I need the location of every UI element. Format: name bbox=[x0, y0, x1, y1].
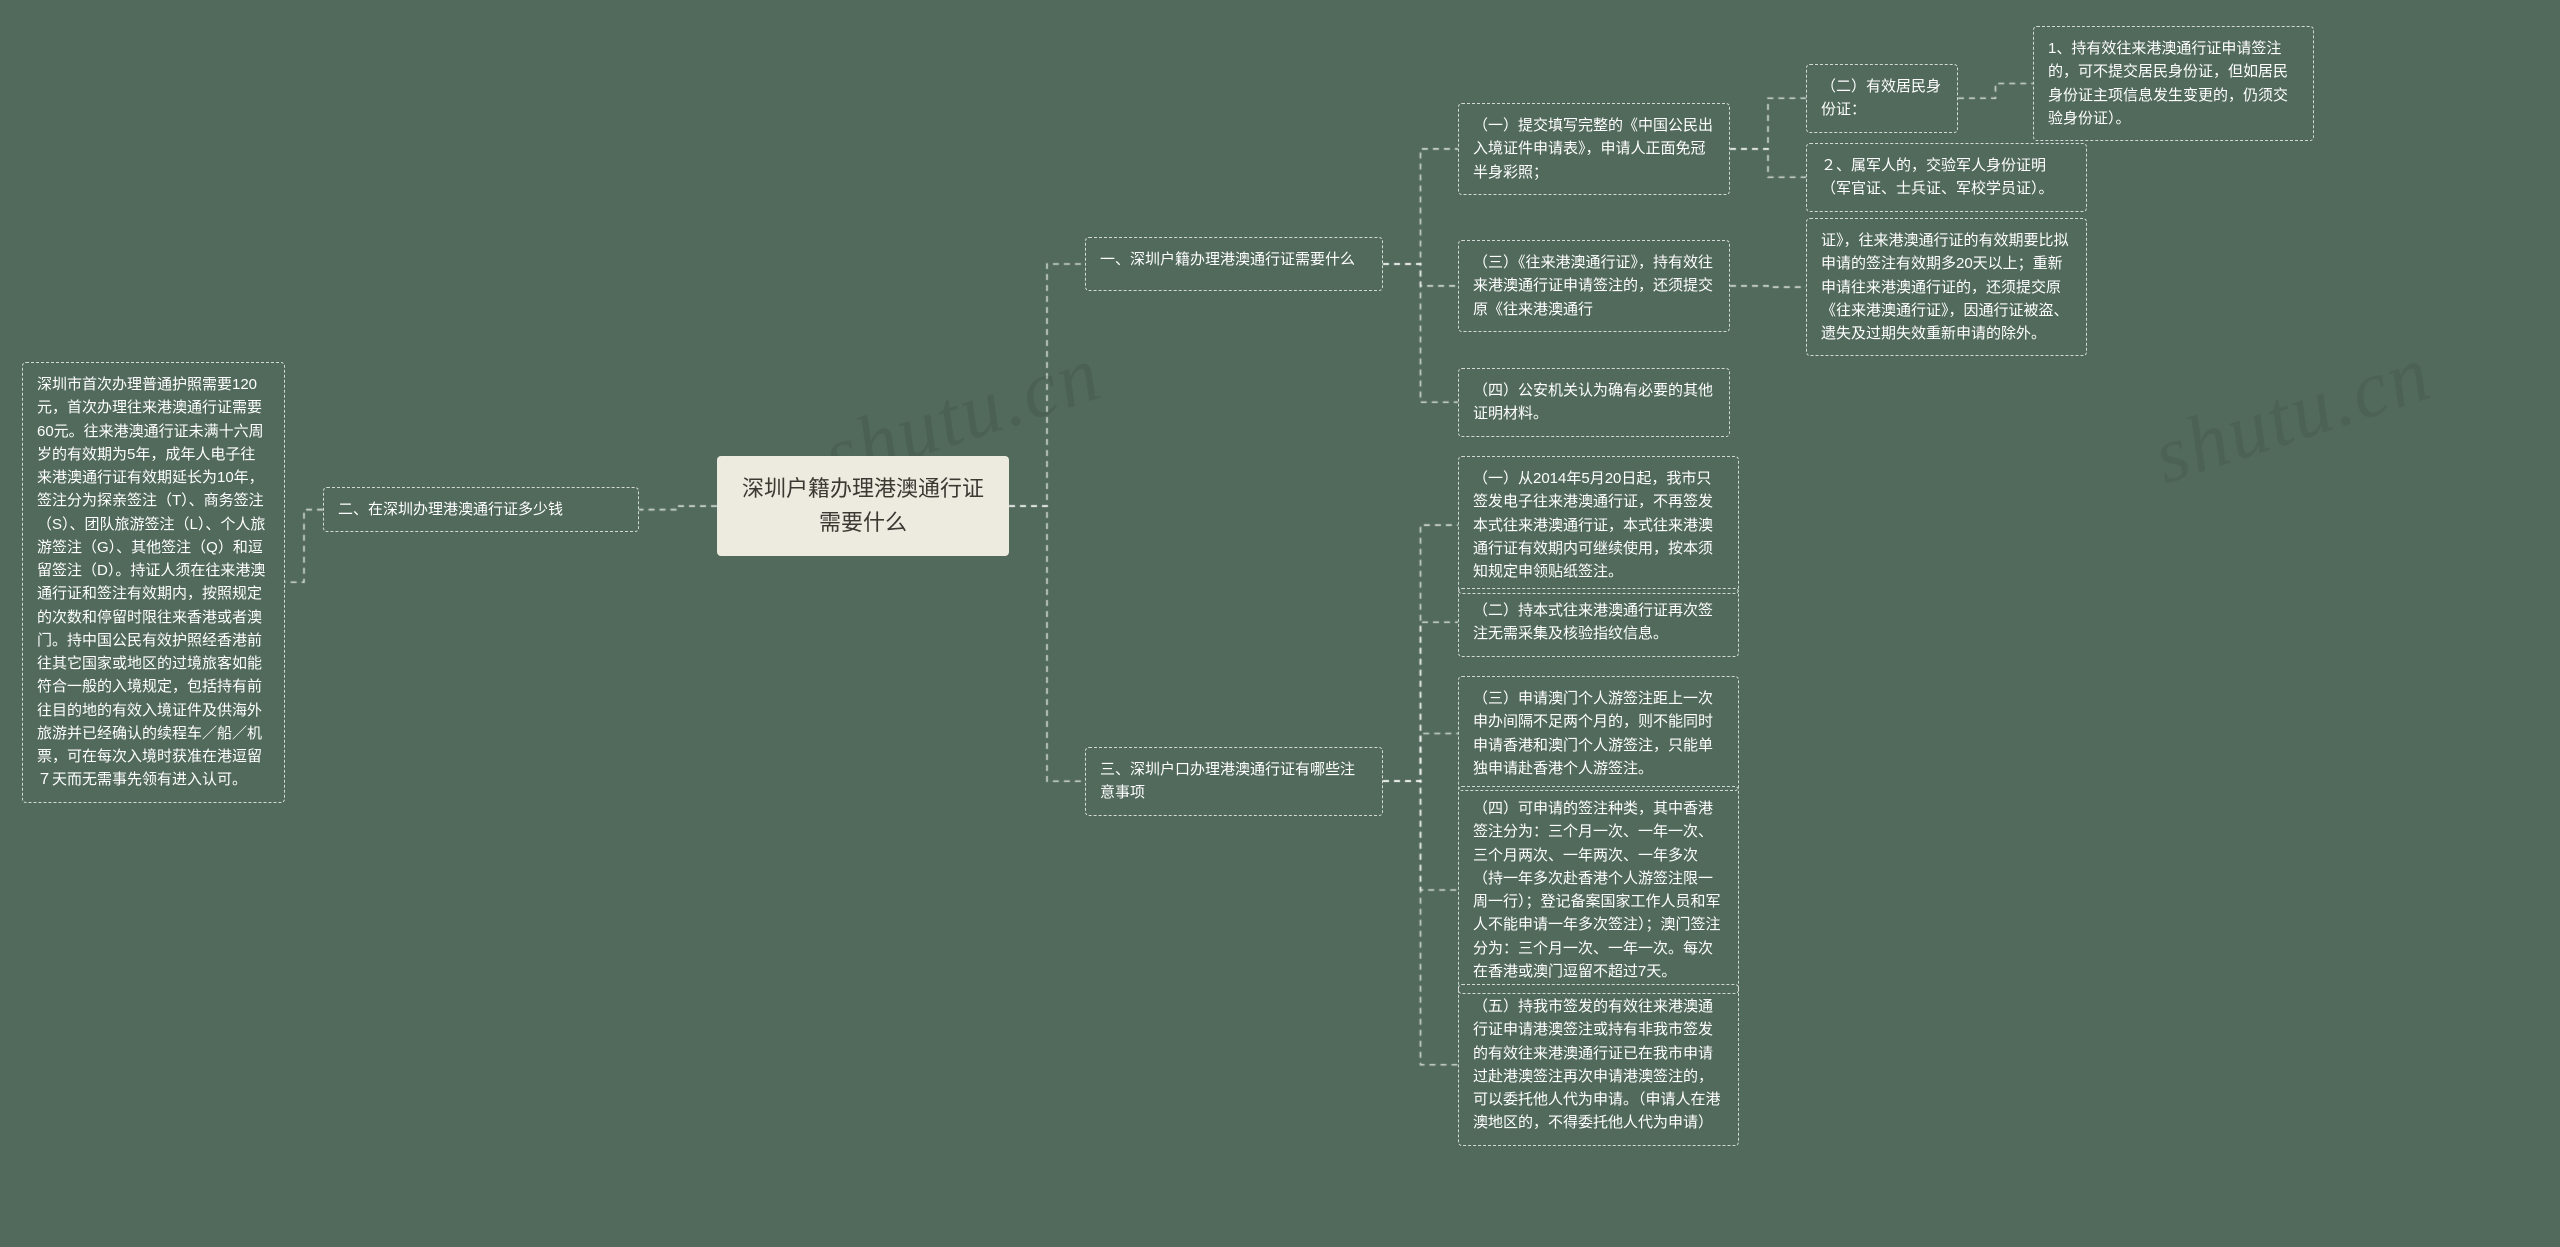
section-3-child-4: （四）可申请的签注种类，其中香港签注分为：三个月一次、一年一次、三个月两次、一年… bbox=[1458, 786, 1739, 994]
section-3-child-5: （五）持我市签发的有效往来港澳通行证申请港澳签注或持有非我市签发的有效往来港澳通… bbox=[1458, 984, 1739, 1146]
section-1-child-1-sub-1: （二）有效居民身份证： bbox=[1806, 64, 1958, 133]
watermark-2: shutu.cn bbox=[2143, 328, 2442, 503]
section-1: 一、深圳户籍办理港澳通行证需要什么 bbox=[1085, 237, 1383, 291]
section-1-child-2: （三）《往来港澳通行证》，持有效往来港澳通行证申请签注的，还须提交原《往来港澳通… bbox=[1458, 240, 1730, 332]
section-1-child-1-sub-2: ２、属军人的，交验军人身份证明（军官证、士兵证、军校学员证）。 bbox=[1806, 143, 2087, 212]
section-1-child-1: （一）提交填写完整的《中国公民出入境证件申请表》，申请人正面免冠半身彩照； bbox=[1458, 103, 1730, 195]
section-2: 二、在深圳办理港澳通行证多少钱 bbox=[323, 487, 639, 532]
section-1-child-1-sub-1-leaf: 1、持有效往来港澳通行证申请签注的，可不提交居民身份证，但如居民身份证主项信息发… bbox=[2033, 26, 2314, 141]
connector-canvas bbox=[0, 0, 2560, 1247]
section-3-child-3: （三）申请澳门个人游签注距上一次申办间隔不足两个月的，则不能同时申请香港和澳门个… bbox=[1458, 676, 1739, 791]
section-3-child-2: （二）持本式往来港澳通行证再次签注无需采集及核验指纹信息。 bbox=[1458, 588, 1739, 657]
section-3-child-1: （一）从2014年5月20日起，我市只签发电子往来港澳通行证，不再签发本式往来港… bbox=[1458, 456, 1739, 594]
section-1-child-3: （四）公安机关认为确有必要的其他证明材料。 bbox=[1458, 368, 1730, 437]
root-node: 深圳户籍办理港澳通行证需要什么 bbox=[717, 456, 1009, 556]
section-1-child-2-leaf: 证》，往来港澳通行证的有效期要比拟申请的签注有效期多20天以上；重新申请往来港澳… bbox=[1806, 218, 2087, 356]
section-2-leaf: 深圳市首次办理普通护照需要120元，首次办理往来港澳通行证需要60元。往来港澳通… bbox=[22, 362, 285, 803]
section-3: 三、深圳户口办理港澳通行证有哪些注意事项 bbox=[1085, 747, 1383, 816]
